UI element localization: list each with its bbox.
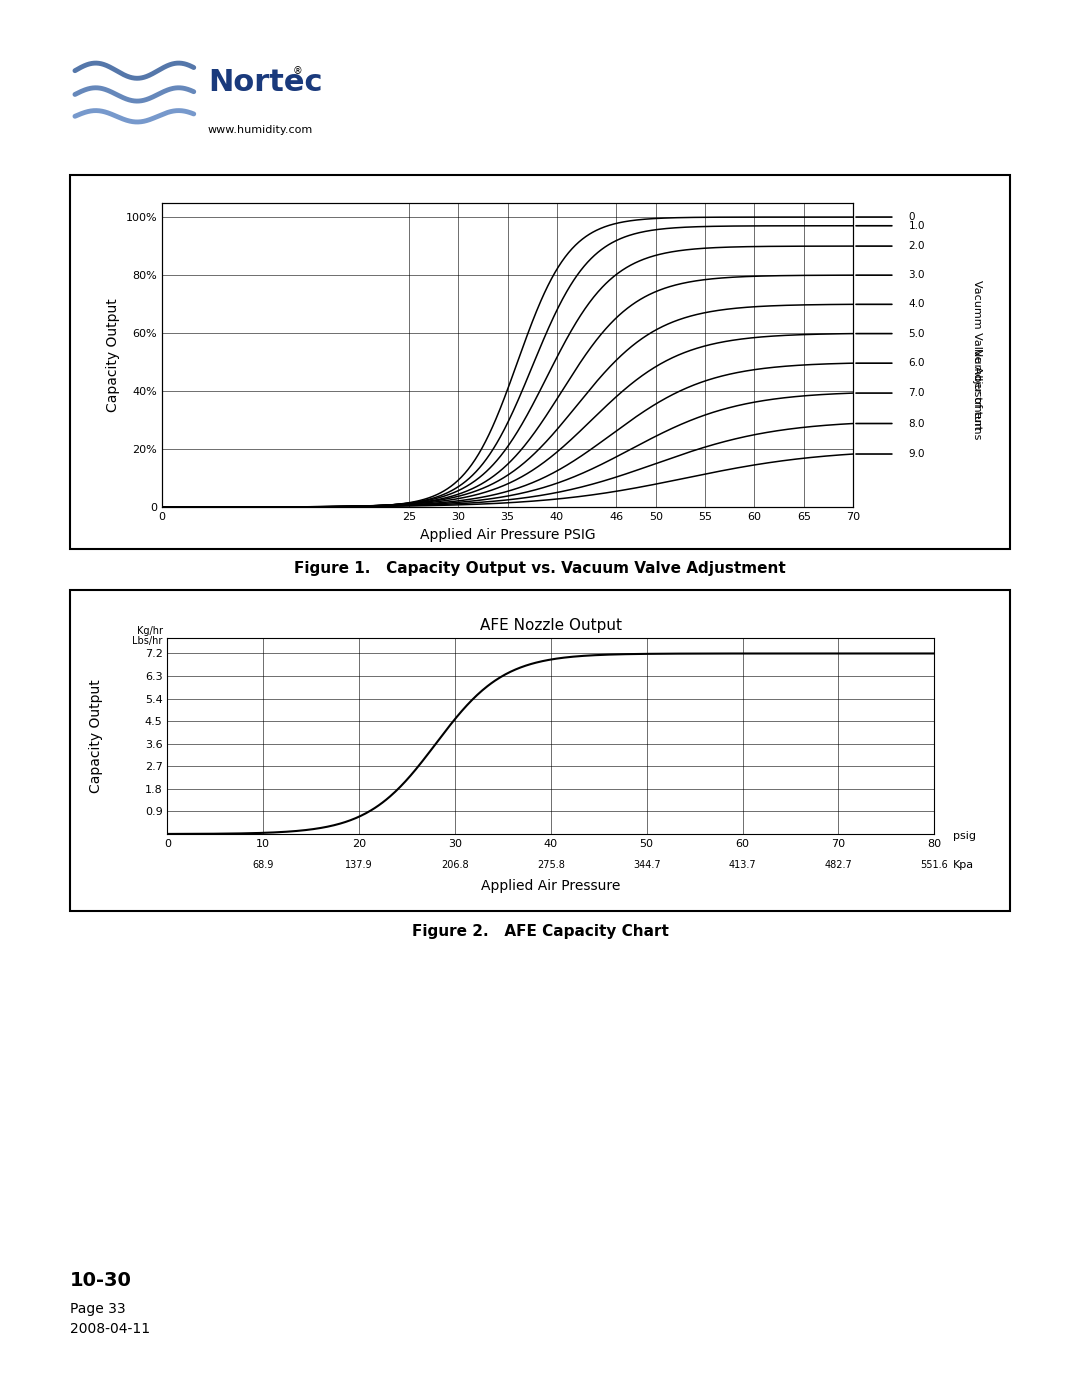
Text: Page 33: Page 33 — [70, 1302, 126, 1316]
Text: Figure 1.   Capacity Output vs. Vacuum Valve Adjustment: Figure 1. Capacity Output vs. Vacuum Val… — [294, 562, 786, 576]
Text: 2008-04-11: 2008-04-11 — [70, 1322, 150, 1336]
Text: 6.0: 6.0 — [908, 358, 924, 369]
Text: 3.0: 3.0 — [908, 270, 924, 281]
Text: 551.6: 551.6 — [920, 861, 948, 870]
X-axis label: Applied Air Pressure PSIG: Applied Air Pressure PSIG — [420, 528, 595, 542]
Text: 206.8: 206.8 — [441, 861, 469, 870]
Text: 10-30: 10-30 — [70, 1271, 132, 1291]
Text: Figure 2.   AFE Capacity Chart: Figure 2. AFE Capacity Chart — [411, 925, 669, 939]
Text: Kg/hr: Kg/hr — [136, 626, 163, 636]
Text: 137.9: 137.9 — [346, 861, 373, 870]
Text: 1.0: 1.0 — [908, 221, 924, 231]
Text: 4.0: 4.0 — [908, 299, 924, 309]
Text: ®: ® — [293, 66, 302, 75]
Text: Kpa: Kpa — [954, 861, 974, 870]
Text: psig: psig — [954, 831, 976, 841]
Text: 482.7: 482.7 — [824, 861, 852, 870]
Text: 9.0: 9.0 — [908, 448, 924, 460]
Text: 7.0: 7.0 — [908, 388, 924, 398]
Text: Vacumm Valve Adjustment: Vacumm Valve Adjustment — [972, 279, 983, 430]
Y-axis label: Capacity Output: Capacity Output — [89, 679, 103, 793]
Title: AFE Nozzle Output: AFE Nozzle Output — [480, 617, 622, 633]
Y-axis label: Capacity Output: Capacity Output — [106, 298, 120, 412]
Text: 344.7: 344.7 — [633, 861, 661, 870]
Text: 0: 0 — [908, 212, 915, 222]
Text: Lbs/hr: Lbs/hr — [132, 636, 163, 645]
Text: 2.0: 2.0 — [908, 242, 924, 251]
Text: 5.0: 5.0 — [908, 328, 924, 338]
X-axis label: Applied Air Pressure: Applied Air Pressure — [481, 880, 621, 894]
Text: Nortec: Nortec — [208, 67, 323, 96]
Text: 68.9: 68.9 — [253, 861, 274, 870]
Text: 8.0: 8.0 — [908, 419, 924, 429]
Text: 275.8: 275.8 — [537, 861, 565, 870]
Text: 413.7: 413.7 — [729, 861, 756, 870]
Text: Number of turns: Number of turns — [972, 348, 983, 440]
Text: www.humidity.com: www.humidity.com — [208, 124, 313, 134]
